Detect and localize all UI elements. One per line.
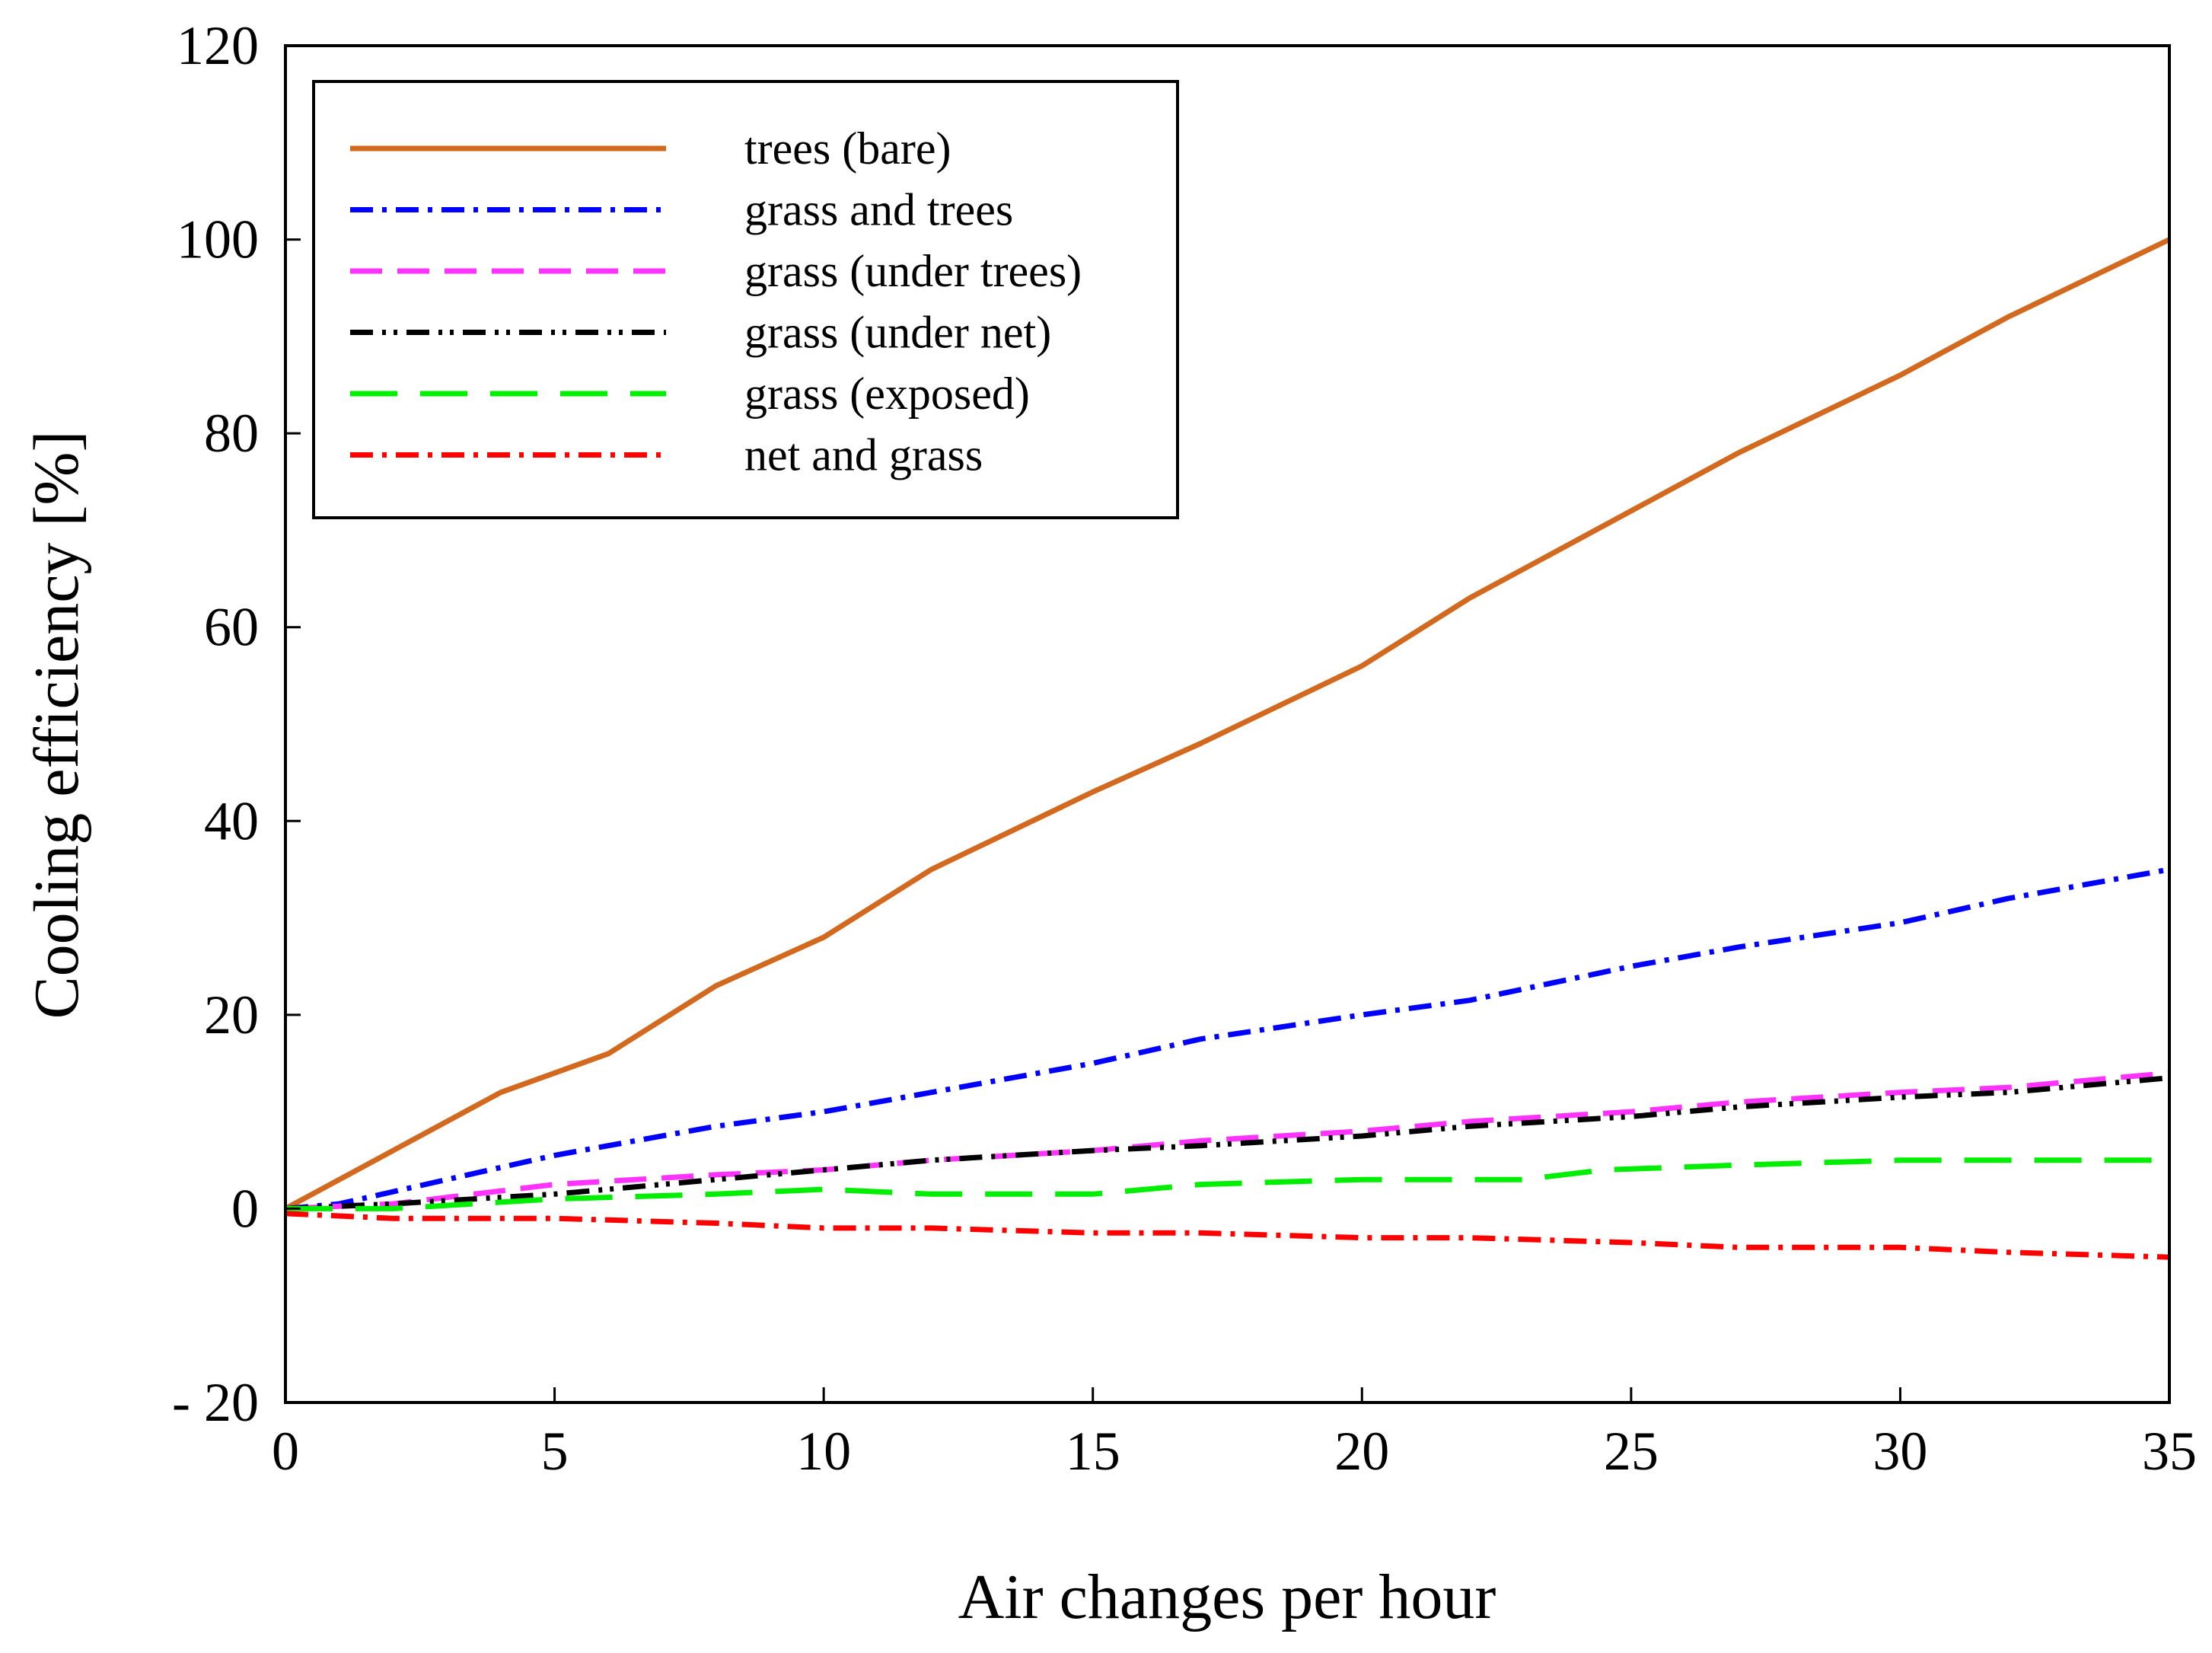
x-tick-label: 15 — [1066, 1421, 1120, 1482]
legend-box — [312, 80, 1179, 519]
plot-frame — [284, 44, 2171, 1404]
x-tick-label: 35 — [2142, 1421, 2197, 1482]
x-tick-label: 5 — [541, 1421, 569, 1482]
series-line-trees-bare — [284, 237, 2171, 1211]
legend-label-trees-bare: trees (bare) — [744, 123, 951, 174]
series-line-net-and-grass — [285, 1211, 2170, 1260]
legend-label-grass-under-net: grass (under net) — [744, 308, 1051, 358]
y-tick-label: - 20 — [172, 1372, 259, 1433]
y-tick-label: 60 — [204, 597, 259, 658]
series-layer — [284, 237, 2171, 1260]
legend-label-grass-and-trees: grass and trees — [744, 185, 1013, 235]
x-axis-title: Air changes per hour — [958, 1562, 1496, 1632]
y-tick-label: 80 — [204, 403, 259, 464]
legend-label-grass-under-trees: grass (under trees) — [744, 246, 1082, 296]
y-tick-label: 100 — [177, 209, 259, 270]
x-tick-label: 20 — [1334, 1421, 1389, 1482]
series-line-grass-under-trees — [285, 1070, 2170, 1211]
legend-items: trees (bare) grass and trees grass (under … — [350, 123, 1082, 480]
x-tick-label: 25 — [1604, 1421, 1659, 1482]
series-line-grass-and-trees — [285, 866, 2170, 1211]
series-line-grass-under-net — [285, 1075, 2170, 1211]
legend: trees (bare) grass and trees grass (under … — [312, 80, 1179, 519]
y-axis-title: Cooling efficiency [%] — [21, 431, 92, 1020]
y-tick-label: 0 — [231, 1178, 259, 1239]
legend-label-grass-exposed: grass (exposed) — [744, 369, 1030, 419]
series-line-grass-exposed — [285, 1157, 2169, 1211]
x-tick-label: 30 — [1873, 1421, 1927, 1482]
y-tick-label: 40 — [204, 790, 259, 851]
y-tick-label: 120 — [177, 15, 259, 76]
x-tick-label: 10 — [796, 1421, 851, 1482]
x-tick-label: 0 — [272, 1421, 299, 1482]
legend-label-net-and-grass: net and grass — [744, 430, 983, 480]
y-tick-label: 20 — [204, 984, 259, 1045]
